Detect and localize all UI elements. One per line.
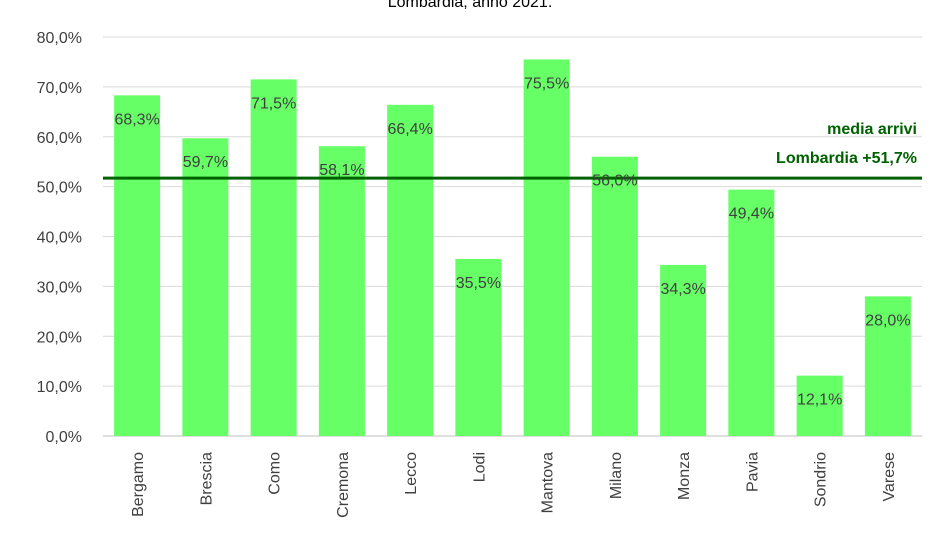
x-category-label: Como (267, 452, 284, 495)
data-label: 34,3% (660, 281, 705, 298)
x-category-label: Lecco (403, 452, 420, 495)
y-tick-label: 40,0% (37, 230, 82, 247)
gridlines (103, 36, 922, 437)
data-label: 75,5% (524, 75, 569, 92)
data-labels: 68,3% 59,7% 71,5% 58,1% 66,4% 35,5% 75,5% 56,0%… (114, 75, 910, 408)
y-tick-label: 50,0% (37, 180, 82, 197)
bar-mantova (523, 59, 570, 436)
data-label: 12,1% (797, 392, 842, 409)
x-category-label: Bergamo (130, 452, 147, 517)
x-category-label: Pavia (744, 452, 761, 492)
data-label: 68,3% (114, 111, 159, 128)
x-category-label: Milano (608, 452, 625, 499)
data-label: 28,0% (865, 312, 910, 329)
y-tick-label: 10,0% (37, 379, 82, 396)
bar-pavia (728, 189, 775, 436)
bars (114, 59, 911, 437)
x-category-label: Mantova (540, 452, 557, 513)
bar-sondrio (796, 375, 843, 436)
reference-line-label-line-2: Lombardia +51,7% (776, 150, 917, 167)
data-label: 71,5% (251, 95, 296, 112)
y-tick-label: 30,0% (37, 279, 82, 296)
data-label: 59,7% (183, 154, 228, 171)
bar-lodi (455, 258, 502, 436)
bar-lecco (387, 104, 434, 436)
bar-como (250, 79, 297, 437)
data-label: 58,1% (319, 162, 364, 179)
bar-brescia (182, 138, 229, 436)
bar-milano (591, 156, 638, 436)
bar-varese (864, 296, 911, 436)
x-axis-category-labels: Bergamo Brescia Como Cremona Lecco Lodi Mantov… (130, 452, 898, 518)
y-tick-label: 70,0% (37, 80, 82, 97)
y-tick-label: 0,0% (46, 429, 82, 446)
data-label: 66,4% (387, 121, 432, 138)
y-tick-label: 20,0% (37, 329, 82, 346)
x-category-label: Varese (881, 452, 898, 502)
data-label: 56,0% (592, 173, 637, 190)
x-category-label: Lodi (471, 452, 488, 482)
x-category-label: Brescia (198, 452, 215, 505)
x-category-label: Monza (676, 452, 693, 500)
y-tick-label: 80,0% (37, 30, 82, 47)
bar-monza (660, 264, 707, 436)
x-category-label: Cremona (335, 452, 352, 518)
y-axis-tick-labels: 0,0% 10,0% 20,0% 30,0% 40,0% 50,0% 60,0% 70,0% 8… (37, 30, 82, 446)
data-label: 49,4% (729, 206, 774, 223)
y-tick-label: 60,0% (37, 130, 82, 147)
reference-line-label-line-1: media arrivi (827, 121, 917, 138)
bar-cremona (318, 146, 365, 436)
x-category-label: Sondrio (813, 452, 830, 507)
bar-bergamo (114, 95, 161, 436)
data-label: 35,5% (456, 275, 501, 292)
chart-title: Lombardia, anno 2021. (388, 0, 553, 11)
